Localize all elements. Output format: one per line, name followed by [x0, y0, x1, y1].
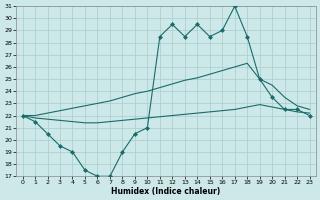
X-axis label: Humidex (Indice chaleur): Humidex (Indice chaleur)	[111, 187, 221, 196]
